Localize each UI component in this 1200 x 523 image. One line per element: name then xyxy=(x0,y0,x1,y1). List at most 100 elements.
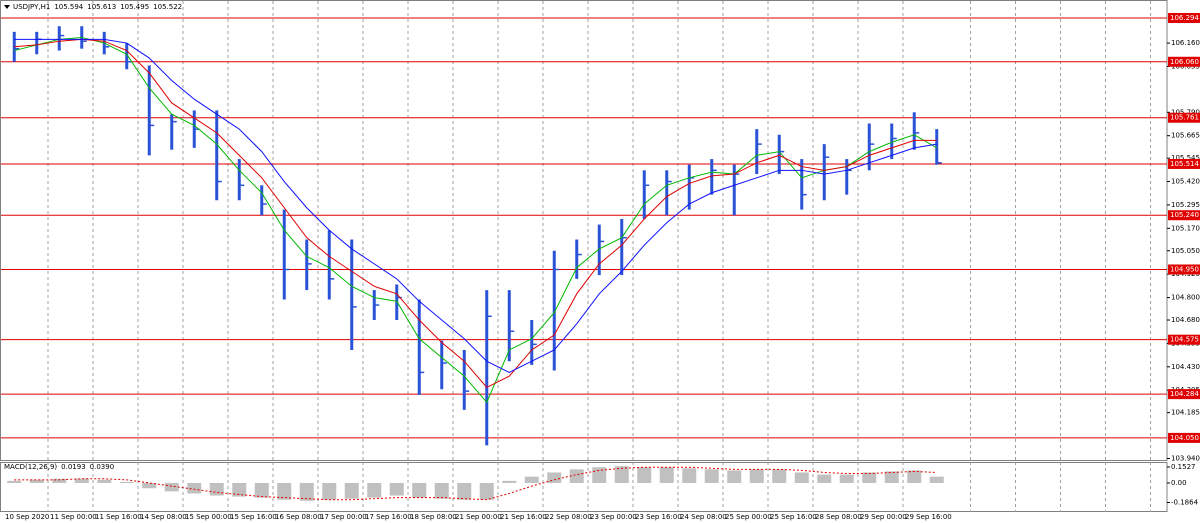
macd-bar xyxy=(367,482,382,498)
level-label-box xyxy=(1168,158,1200,169)
level-label: 104.575 xyxy=(1170,336,1199,344)
x-tick-label: 15 Sep 16:00 xyxy=(230,513,277,521)
quote-value: 105.613 xyxy=(87,3,116,11)
macd-bar xyxy=(119,481,134,483)
macd-bar xyxy=(749,469,764,483)
macd-bar xyxy=(434,482,449,499)
y-tick-label: 104.680 xyxy=(1171,316,1200,324)
macd-bar xyxy=(502,480,517,483)
macd-y-tick-label: 0.1527 xyxy=(1171,463,1196,471)
macd-bar xyxy=(389,482,404,496)
x-tick-label: 25 Sep 16:00 xyxy=(770,513,817,521)
macd-bar xyxy=(794,472,809,483)
macd-bar xyxy=(682,468,697,483)
level-label: 104.050 xyxy=(1170,434,1199,442)
x-tick-label: 15 Sep 00:00 xyxy=(185,513,232,521)
macd-bar xyxy=(209,482,224,496)
macd-readout: 0.0193 xyxy=(61,463,86,471)
macd-bar xyxy=(862,472,877,483)
x-tick-label: 18 Sep 08:00 xyxy=(410,513,457,521)
quote-value: 105.522 xyxy=(153,3,182,11)
macd-bar xyxy=(232,482,247,497)
x-tick-label: 29 Sep 16:00 xyxy=(905,513,952,521)
macd-bar xyxy=(52,478,67,483)
x-tick-label: 14 Sep 08:00 xyxy=(140,513,187,521)
macd-bar xyxy=(884,471,899,483)
macd-bar xyxy=(929,476,944,483)
x-tick-label: 16 Sep 08:00 xyxy=(275,513,322,521)
x-tick-label: 24 Sep 08:00 xyxy=(680,513,727,521)
x-tick-label: 11 Sep 16:00 xyxy=(95,513,142,521)
y-tick-label: 104.430 xyxy=(1171,363,1200,371)
macd-bar xyxy=(524,476,539,483)
x-tick-label: 28 Sep 08:00 xyxy=(815,513,862,521)
level-label-box xyxy=(1168,264,1200,275)
moving-average xyxy=(14,38,937,373)
level-label-box xyxy=(1168,12,1200,23)
x-tick-label: 17 Sep 00:00 xyxy=(320,513,367,521)
macd-bar xyxy=(614,466,629,483)
macd-readout: 0.0390 xyxy=(90,463,115,471)
x-tick-label: 10 Sep 2020 xyxy=(5,513,49,521)
level-label: 104.284 xyxy=(1170,390,1199,398)
y-tick-label: 104.800 xyxy=(1171,294,1200,302)
macd-bar xyxy=(817,474,832,483)
symbol: USDJPY,H1 xyxy=(13,3,50,11)
x-tick-label: 21 Sep 16:00 xyxy=(500,513,547,521)
macd-bar xyxy=(727,470,742,483)
y-tick-label: 105.790 xyxy=(1171,108,1200,116)
macd-y-tick-label: 0.00 xyxy=(1171,479,1187,487)
main-frame xyxy=(0,0,1168,461)
level-label-box xyxy=(1168,56,1200,67)
macd-bar xyxy=(187,482,202,494)
macd-bar xyxy=(164,482,179,492)
menu-icon[interactable] xyxy=(4,5,10,9)
y-tick-label: 103.940 xyxy=(1171,455,1200,463)
macd-bar xyxy=(569,469,584,483)
level-label: 105.240 xyxy=(1170,211,1199,219)
macd-bar xyxy=(839,474,854,483)
quote-value: 105.495 xyxy=(120,3,149,11)
macd-bar xyxy=(97,479,112,483)
moving-average xyxy=(14,38,937,389)
x-tick-label: 23 Sep 16:00 xyxy=(635,513,682,521)
y-tick-label: 105.295 xyxy=(1171,201,1200,209)
x-tick-label: 25 Sep 00:00 xyxy=(725,513,772,521)
level-label-box xyxy=(1168,389,1200,400)
level-label-box xyxy=(1168,112,1200,123)
macd-bar xyxy=(322,482,337,500)
x-tick-label: 29 Sep 00:00 xyxy=(860,513,907,521)
y-tick-label: 105.050 xyxy=(1171,247,1200,255)
macd-bar xyxy=(907,470,922,483)
x-tick-label: 22 Sep 08:00 xyxy=(545,513,592,521)
level-label-box xyxy=(1168,334,1200,345)
macd-bar xyxy=(299,482,314,501)
macd-bar xyxy=(254,482,269,498)
quote-value: 105.594 xyxy=(54,3,83,11)
y-tick-label: 105.545 xyxy=(1171,154,1200,162)
y-tick-label: 105.420 xyxy=(1171,178,1200,186)
x-tick-label: 17 Sep 16:00 xyxy=(365,513,412,521)
level-label-box xyxy=(1168,432,1200,443)
x-tick-label: 21 Sep 00:00 xyxy=(455,513,502,521)
level-label: 105.761 xyxy=(1170,114,1199,122)
macd-bar xyxy=(592,467,607,483)
macd-bar xyxy=(547,472,562,483)
x-tick-label: 11 Sep 00:00 xyxy=(50,513,97,521)
y-tick-label: 106.160 xyxy=(1171,39,1200,47)
macd-bar xyxy=(277,482,292,500)
y-tick-label: 104.185 xyxy=(1171,409,1200,417)
macd-bar xyxy=(637,467,652,483)
macd-bar xyxy=(29,479,44,483)
y-tick-label: 105.170 xyxy=(1171,224,1200,232)
macd-y-tick-label: -0.1864 xyxy=(1171,499,1199,507)
macd-bar xyxy=(772,469,787,483)
macd-frame xyxy=(0,462,1168,512)
macd-bar xyxy=(659,467,674,483)
moving-average xyxy=(14,36,938,404)
macd-title: MACD(12,26,9) xyxy=(4,463,57,471)
x-tick-label: 23 Sep 00:00 xyxy=(590,513,637,521)
macd-bar xyxy=(74,478,89,483)
macd-bar xyxy=(344,482,359,499)
